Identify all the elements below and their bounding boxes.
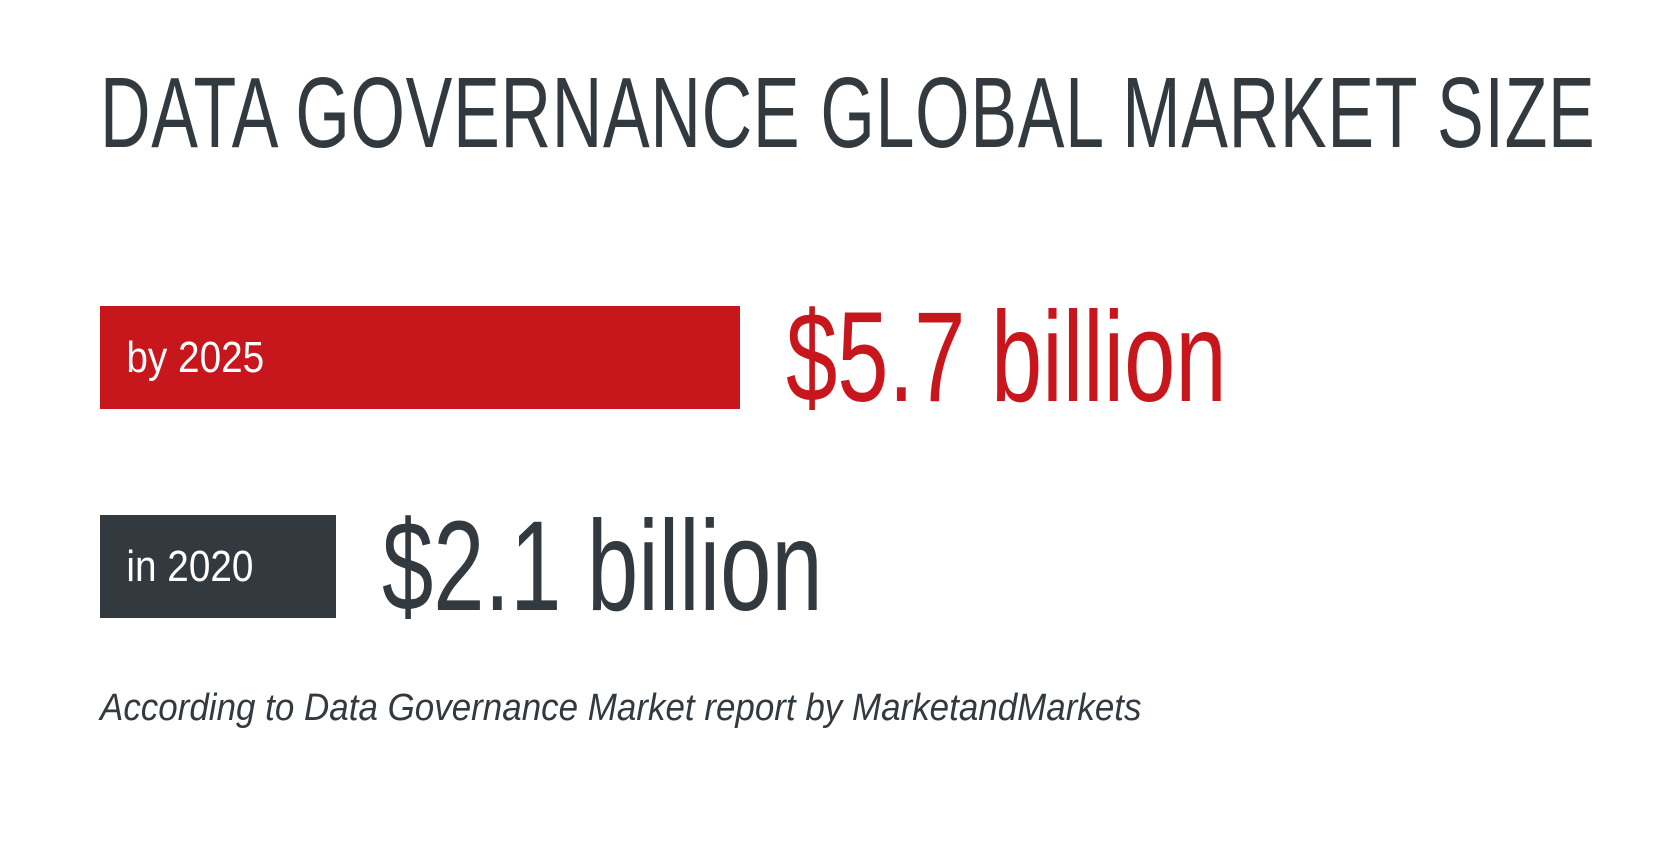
bar-value-label: $5.7 billion (786, 286, 1227, 429)
bar-category-label: in 2020 (126, 541, 254, 591)
page-title: DATA GOVERNANCE GLOBAL MARKET SIZE (100, 57, 1596, 169)
bar-1: by 2025 (100, 306, 740, 409)
bar-category-label: by 2025 (126, 332, 265, 382)
bar-2: in 2020 (100, 515, 336, 618)
source-note: According to Data Governance Market repo… (100, 687, 1142, 729)
bar-value-label: $2.1 billion (382, 495, 823, 638)
